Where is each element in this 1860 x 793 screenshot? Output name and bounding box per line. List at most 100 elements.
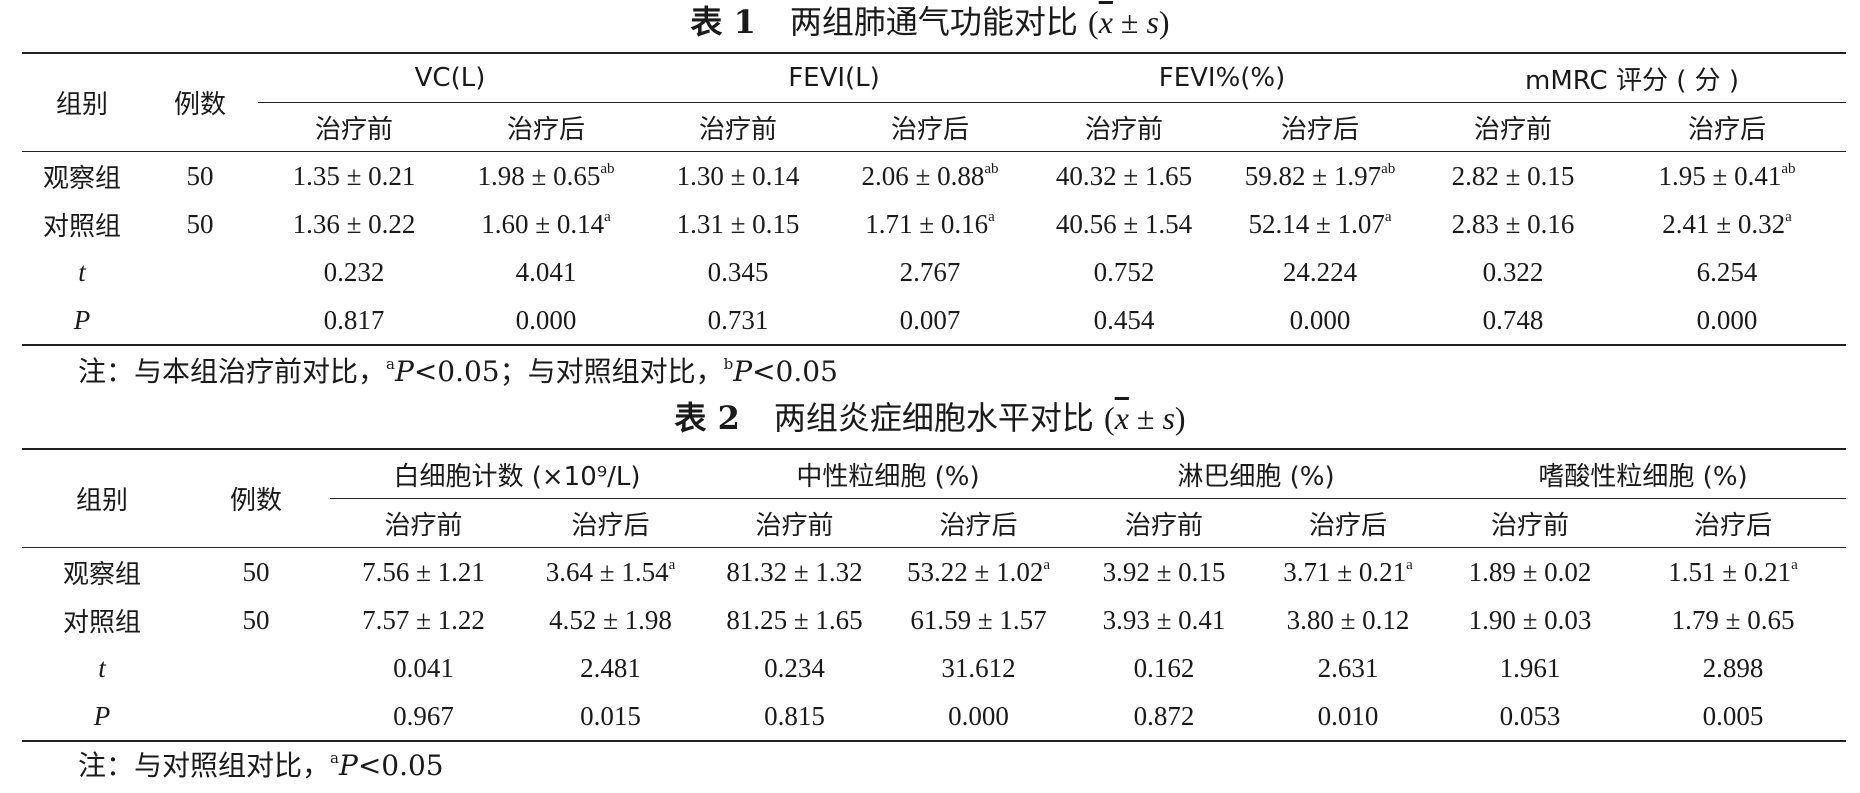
cell-significance-mark: ab bbox=[984, 160, 999, 177]
note-p-symbol: P bbox=[733, 355, 753, 388]
row-cases: 50 bbox=[242, 604, 270, 635]
cell-value: 1.98 ± 0.65 bbox=[477, 160, 601, 191]
data-cell: 0.000 bbox=[450, 296, 642, 346]
subheader-before: 治疗前 bbox=[642, 102, 834, 152]
cell-value: 1.89 ± 0.02 bbox=[1468, 556, 1592, 587]
cell-significance-mark: a bbox=[1791, 556, 1798, 573]
table-row: 对照组 50 1.36 ± 0.22 1.60 ± 0.14a 1.31 ± 0.15 1… bbox=[22, 200, 1846, 248]
cell-value: 0.053 bbox=[1499, 700, 1561, 731]
subheader-before: 治疗前 bbox=[1072, 498, 1257, 548]
cell-value: 0.232 bbox=[323, 256, 385, 287]
row-label: t bbox=[98, 652, 106, 683]
table-header-row: 组别 例数 VC(L) FEVI(L) FEVI%(%) mMRC 评分 ( 分 ) bbox=[22, 52, 1847, 152]
data-cell: 1.30 ± 0.14 bbox=[642, 152, 834, 201]
table2-caption-stat: (x ± s) bbox=[1104, 400, 1186, 436]
cell-value: 4.041 bbox=[515, 256, 577, 287]
data-cell: 24.224 bbox=[1222, 248, 1418, 296]
data-cell: 1.98 ± 0.65ab bbox=[450, 152, 642, 201]
cell-value: 1.71 ± 0.16 bbox=[865, 208, 989, 239]
cell-value: 40.32 ± 1.65 bbox=[1055, 160, 1193, 191]
cell-value: 2.898 bbox=[1702, 652, 1764, 683]
data-cell: 2.06 ± 0.88ab bbox=[834, 152, 1026, 201]
cell-value: 3.64 ± 1.54 bbox=[545, 556, 669, 587]
subheader-after: 治疗后 bbox=[1222, 102, 1419, 152]
table2-caption-number: 表 2 bbox=[674, 399, 740, 437]
table-subheader-row: 治疗前 治疗后 治疗前 治疗后 治疗前 治疗后 治疗前 治疗后 bbox=[22, 498, 1847, 548]
cell-value: 0.007 bbox=[899, 304, 961, 335]
cell-value: 6.254 bbox=[1696, 256, 1758, 287]
data-cell: 0.000 bbox=[885, 692, 1073, 742]
cell-significance-mark: a bbox=[1785, 208, 1792, 225]
row-label: 观察组 bbox=[42, 163, 121, 194]
cell-significance-mark: a bbox=[1384, 208, 1392, 225]
table1: 组别 例数 VC(L) FEVI(L) FEVI%(%) mMRC 评分 ( 分 ) 治疗前… bbox=[22, 52, 1847, 346]
data-cell: 0.967 bbox=[330, 692, 517, 742]
data-cell: 3.71 ± 0.21a bbox=[1256, 548, 1440, 597]
table1-caption-text: 两组肺通气功能对比 bbox=[789, 3, 1078, 41]
data-cell: 0.731 bbox=[642, 296, 834, 346]
row-label: 对照组 bbox=[42, 211, 121, 242]
data-cell: 1.95 ± 0.41ab bbox=[1608, 152, 1846, 201]
data-cell: 0.015 bbox=[517, 692, 704, 742]
cell-value: 0.345 bbox=[707, 256, 769, 287]
data-cell: 40.32 ± 1.65 bbox=[1026, 152, 1222, 201]
data-cell: 81.32 ± 1.32 bbox=[704, 548, 885, 597]
column-group-header: VC(L) bbox=[258, 52, 642, 103]
cell-value: 0.731 bbox=[707, 304, 769, 335]
cell-value: 0.010 bbox=[1317, 700, 1379, 731]
cell-value: 0.322 bbox=[1482, 256, 1544, 287]
subheader-after: 治疗后 bbox=[517, 498, 704, 548]
table-row: t 0.232 4.041 0.345 2.767 0.752 24.224 0.322 6.2… bbox=[22, 248, 1846, 296]
data-cell: 1.35 ± 0.21 bbox=[258, 152, 450, 201]
table-row: 观察组 50 1.35 ± 0.21 1.98 ± 0.65ab 1.30 ± 0.14… bbox=[22, 152, 1846, 201]
note-superscript-a: a bbox=[330, 749, 339, 767]
subheader-before: 治疗前 bbox=[330, 498, 517, 548]
column-group-header: FEVI(L) bbox=[642, 52, 1027, 103]
cell-value: 3.80 ± 0.12 bbox=[1286, 604, 1410, 635]
cell-value: 0.005 bbox=[1702, 700, 1764, 731]
subheader-after: 治疗后 bbox=[1608, 102, 1847, 152]
cell-value: 1.90 ± 0.03 bbox=[1468, 604, 1592, 635]
column-group-header: 淋巴细胞 (%) bbox=[1072, 448, 1441, 499]
data-cell: 2.481 bbox=[517, 644, 704, 692]
data-cell: 52.14 ± 1.07a bbox=[1222, 200, 1418, 248]
table-row: 观察组 50 7.56 ± 1.21 3.64 ± 1.54a 81.32 ± 1.32… bbox=[22, 548, 1846, 597]
cell-value: 1.60 ± 0.14 bbox=[481, 208, 605, 239]
data-cell: 0.000 bbox=[1608, 296, 1847, 346]
data-cell: 1.51 ± 0.21a bbox=[1620, 548, 1846, 597]
cell-value: 2.41 ± 0.32 bbox=[1662, 208, 1786, 239]
table1-note-prefix: 注：与本组治疗前对比， bbox=[78, 355, 387, 388]
table1-caption-stat: (x ± s) bbox=[1088, 4, 1170, 40]
cell-value: 1.961 bbox=[1499, 652, 1561, 683]
data-cell: 0.454 bbox=[1026, 296, 1223, 346]
row-label: P bbox=[22, 296, 142, 346]
note-p-symbol: P bbox=[394, 355, 414, 388]
cell-value: 3.93 ± 0.41 bbox=[1102, 604, 1226, 635]
subheader-after: 治疗后 bbox=[885, 498, 1073, 548]
row-cases bbox=[142, 296, 258, 346]
cell-value: 0.454 bbox=[1093, 304, 1155, 335]
table-header-row: 组别 例数 白细胞计数 (×10⁹/L) 中性粒细胞 (%) 淋巴细胞 (%) 嗜酸性粒细… bbox=[22, 448, 1847, 548]
subheader-after: 治疗后 bbox=[834, 102, 1027, 152]
cell-significance-mark: a bbox=[988, 208, 995, 225]
cell-significance-mark: a bbox=[1043, 556, 1050, 573]
cell-value: 0.000 bbox=[1289, 304, 1351, 335]
data-cell: 0.322 bbox=[1418, 248, 1608, 296]
subheader-after: 治疗后 bbox=[1256, 498, 1441, 548]
note-superscript-b: b bbox=[723, 355, 734, 373]
cell-value: 2.631 bbox=[1317, 652, 1379, 683]
cell-value: 0.872 bbox=[1133, 700, 1195, 731]
cell-significance-mark: a bbox=[1406, 556, 1413, 573]
data-cell: 2.767 bbox=[834, 248, 1026, 296]
column-group-header: 白细胞计数 (×10⁹/L) bbox=[330, 448, 704, 499]
data-cell: 1.89 ± 0.02 bbox=[1440, 548, 1620, 597]
cell-value: 24.224 bbox=[1282, 256, 1358, 287]
table-row: t 0.041 2.481 0.234 31.612 0.162 2.631 1.961 2.8… bbox=[22, 644, 1846, 692]
data-cell: 1.79 ± 0.65 bbox=[1620, 596, 1846, 644]
data-cell: 0.752 bbox=[1026, 248, 1222, 296]
data-cell: 0.041 bbox=[330, 644, 517, 692]
table2-caption: 表 2 两组炎症细胞水平对比 (x ± s) bbox=[0, 398, 1860, 438]
cell-value: 1.51 ± 0.21 bbox=[1668, 556, 1792, 587]
cell-value: 1.30 ± 0.14 bbox=[676, 160, 800, 191]
data-cell: 81.25 ± 1.65 bbox=[704, 596, 885, 644]
